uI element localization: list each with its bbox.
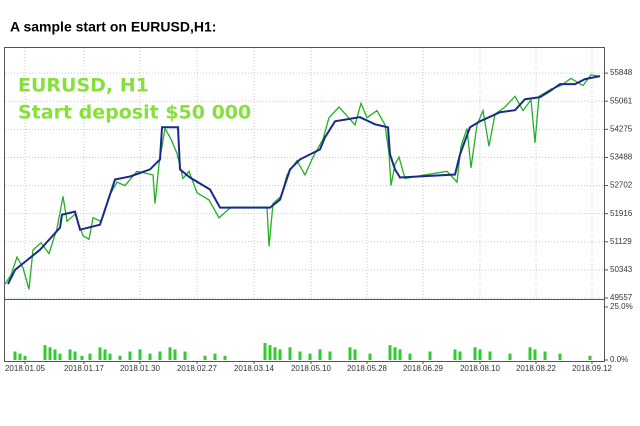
bar [158,351,162,360]
bar [273,347,277,360]
x-tick-label: 2018.01.30 [120,364,161,373]
bar [308,353,312,360]
bar [288,347,292,360]
bar [128,351,132,360]
x-tick-label: 2018.05.28 [347,364,388,373]
y-tick-label: 55848 [610,68,633,77]
bar [533,349,537,360]
bar [148,353,152,360]
bar [88,353,92,360]
bar [18,353,22,360]
y-tick-label: 55061 [610,96,633,105]
bar [203,355,207,360]
bar [408,353,412,360]
bar [278,349,282,360]
series-line [4,74,600,290]
bar [23,355,27,360]
bar [353,349,357,360]
bar [268,345,272,360]
bar [103,349,107,360]
bar [53,349,57,360]
y-tick-label: 54275 [610,124,633,133]
bar [588,355,592,360]
y-tick-label: 51129 [610,237,632,246]
bar [173,349,177,360]
bar [473,347,477,360]
x-tick-label: 2018.01.17 [64,364,105,373]
bar [348,347,352,360]
bar [453,349,457,360]
x-tick-label: 2018.05.10 [291,364,332,373]
bar [138,349,142,360]
bar [13,351,17,360]
x-tick-label: 2018.09.12 [572,364,613,373]
bar [508,353,512,360]
bar [298,351,302,360]
bar [478,349,482,360]
bar [80,355,84,360]
bar [68,349,72,360]
y-tick-label: 50343 [610,265,633,274]
x-tick-label: 2018.02.27 [177,364,218,373]
bar [488,351,492,360]
x-tick-label: 2018.08.22 [516,364,557,373]
bar [393,347,397,360]
bar [118,355,122,360]
bar [458,351,462,360]
bar [43,345,47,360]
bar [73,351,77,360]
bar [398,349,402,360]
bar [528,347,532,360]
y-tick-label: 0.0% [610,355,628,364]
bar [168,347,172,360]
chart-frame [4,47,605,362]
bar [183,351,187,360]
bar [428,351,432,360]
bar [98,347,102,360]
x-tick-label: 2018.08.10 [460,364,501,373]
overlay-title: EURUSD, H1 [18,75,149,97]
bar [213,353,217,360]
bar [58,353,62,360]
bar [543,351,547,360]
bar [328,351,332,360]
y-tick-label: 49557 [610,293,633,302]
x-tick-label: 2018.01.05 [5,364,46,373]
bar [263,343,267,360]
y-tick-label: 25.0% [610,302,633,311]
x-tick-label: 2018.03.14 [234,364,275,373]
overlay-subtitle: Start deposit $50 000 [18,102,251,124]
page-heading: A sample start on EURUSD,H1: [10,19,216,35]
bar [48,347,52,360]
bar [223,355,227,360]
bar [558,353,562,360]
y-tick-label: 53488 [610,153,633,162]
bar [108,353,112,360]
bar [318,349,322,360]
y-tick-label: 52702 [610,181,633,190]
bar [388,345,392,360]
bar [368,353,372,360]
y-tick-label: 51916 [610,209,633,218]
series-line [7,75,601,285]
x-tick-label: 2018.06.29 [403,364,444,373]
